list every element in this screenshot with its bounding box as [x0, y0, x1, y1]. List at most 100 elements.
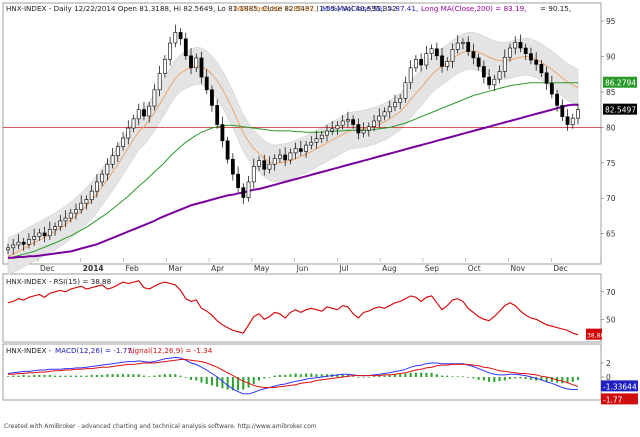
macd-hist-bar: [451, 376, 453, 377]
macd-hist-bar: [143, 376, 145, 377]
price-ytick-label: 85: [606, 88, 616, 97]
macd-hist-bar: [525, 377, 527, 379]
macd-hist-bar: [70, 376, 72, 377]
month-label: Feb: [126, 264, 140, 273]
candle-body: [132, 119, 135, 128]
candle-body: [169, 43, 172, 59]
macd-hist-bar: [7, 376, 9, 377]
macd-hist-bar: [106, 374, 108, 377]
macd-hist-bar: [148, 376, 150, 377]
candle-body: [535, 60, 538, 64]
macd-hist-bar: [310, 374, 312, 378]
candle-body: [263, 161, 266, 170]
macd-hist-bar: [399, 374, 401, 377]
month-label: Dec: [40, 264, 55, 273]
chart-window: 65 70 75 80 85 90 95 Dec 2014 Feb Mar Apr May Jun Jul A…: [0, 0, 640, 432]
macd-hist-bar: [274, 376, 276, 377]
candle-body: [179, 32, 182, 38]
candle-body: [493, 79, 496, 85]
candle-body: [236, 174, 239, 187]
candle-body: [388, 107, 391, 112]
candle-body: [519, 42, 522, 48]
candle-body: [101, 174, 104, 182]
macd-hist-bar: [12, 376, 14, 377]
candle-body: [273, 159, 276, 165]
candle-body: [414, 59, 417, 68]
candle-body: [566, 117, 569, 125]
candle-body: [508, 48, 511, 57]
macd-hist-bar: [472, 377, 474, 378]
candle-body: [48, 229, 51, 235]
candle-body: [357, 125, 360, 134]
month-label: Dec: [553, 264, 568, 273]
macd-hist-bar: [112, 374, 114, 377]
macd-hist-bar: [289, 374, 291, 377]
candle-body: [399, 98, 402, 102]
macd-hist-bar: [488, 377, 490, 382]
candle-body: [216, 105, 219, 124]
candle-body: [294, 149, 297, 153]
candle-body: [121, 138, 124, 147]
candle-body: [163, 59, 166, 73]
macd-hist-bar: [75, 376, 77, 377]
candle-body: [210, 90, 213, 106]
candle-body: [247, 182, 250, 198]
candle-body: [43, 233, 46, 236]
macd-hist-bar: [248, 377, 250, 388]
candle-body: [137, 110, 140, 119]
macd-hist-bar: [174, 374, 176, 377]
candle-body: [195, 58, 198, 68]
candle-body: [184, 39, 187, 56]
candle-body: [440, 56, 443, 67]
candle-body: [231, 159, 234, 174]
candle-body: [64, 218, 67, 221]
macd-hist-bar: [514, 377, 516, 378]
candle-body: [226, 141, 229, 159]
macd-hist-bar: [519, 377, 521, 378]
macd-hist-bar: [420, 373, 422, 377]
macd-hist-bar: [185, 377, 187, 378]
candle-body: [451, 49, 454, 61]
candle-body: [472, 52, 475, 58]
candle-body: [325, 131, 328, 135]
price-ytick-label: 95: [606, 17, 616, 26]
macd-hist-bar: [91, 375, 93, 377]
month-label: Apr: [211, 264, 225, 273]
candle-body: [22, 242, 25, 244]
candle-body: [299, 149, 302, 152]
candle-body: [404, 83, 407, 99]
macd-hist-bar: [415, 373, 417, 377]
macd-hist-bar: [195, 377, 197, 381]
macd-hist-bar: [478, 377, 480, 380]
price-ytick-label: 75: [606, 159, 616, 168]
rsi-ytick-label: 50: [606, 315, 616, 324]
ma-short-label: MA(Close,20) = 85.62,: [235, 4, 316, 13]
month-label: Nov: [510, 264, 525, 273]
macd-hist-bar: [493, 377, 495, 382]
macd-hist-bar: [441, 376, 443, 377]
macd-hist-bar: [462, 376, 464, 377]
candle-body: [174, 32, 177, 43]
candle-body: [252, 166, 255, 182]
macd-hist-bar: [101, 375, 103, 377]
candle-body: [341, 121, 344, 125]
candle-body: [242, 188, 245, 198]
candle-body: [409, 68, 412, 83]
macd-hist-bar: [169, 374, 171, 377]
macd-hist-bar: [242, 377, 244, 390]
candle-body: [498, 71, 501, 79]
macd-hist-bar: [17, 376, 19, 377]
macd-ytick-label: 2: [606, 359, 611, 368]
candle-body: [142, 110, 145, 116]
macd-hist-bar: [59, 376, 61, 377]
macd-hist-bar: [221, 377, 223, 388]
candle-body: [461, 42, 464, 43]
month-label: Jul: [338, 264, 348, 273]
macd-hist-bar: [499, 377, 501, 381]
macd-hist-bar: [352, 376, 354, 377]
candle-body: [514, 42, 517, 48]
macd-hist-bar: [133, 374, 135, 377]
macd-hist-bar: [300, 374, 302, 377]
macd-hist-bar: [305, 374, 307, 378]
macd-hist-bar: [80, 376, 82, 377]
